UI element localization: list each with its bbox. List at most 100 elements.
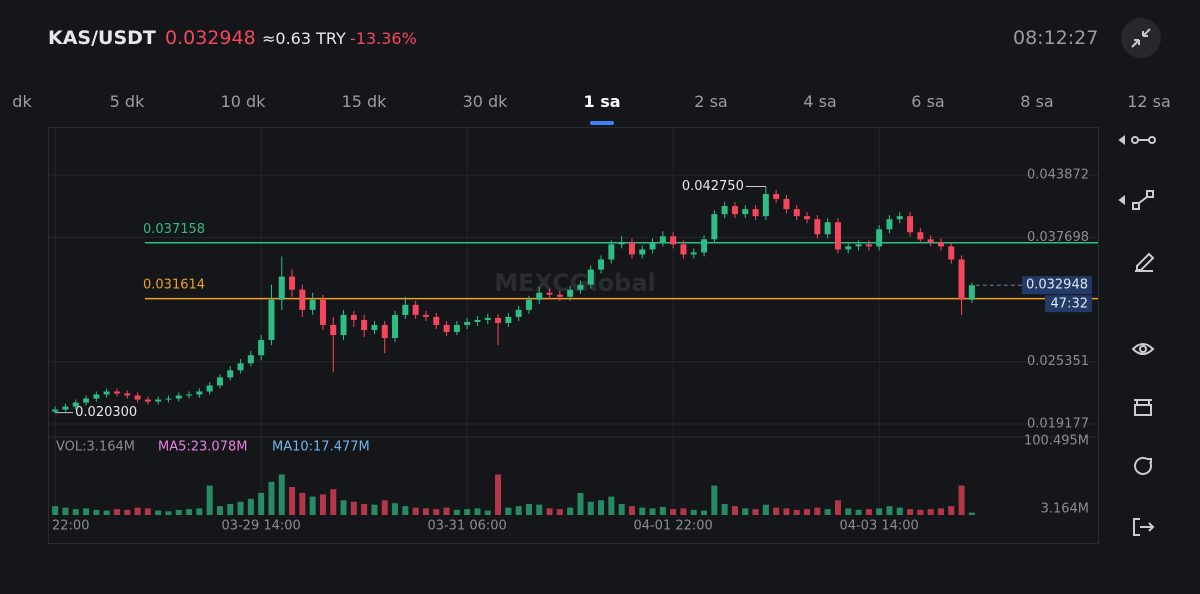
volume-bar [206, 485, 213, 515]
timeframe-tab[interactable]: 6 sa [911, 92, 944, 111]
volume-bar [124, 509, 131, 515]
timeframe-tab[interactable]: dk [12, 92, 32, 111]
collapse-button[interactable] [1121, 18, 1161, 58]
x-tick-label: 22:00 [52, 519, 89, 534]
tool-clear[interactable] [1134, 399, 1152, 416]
volume-bar [433, 509, 440, 515]
volume-bar [896, 507, 903, 515]
candle-body [680, 244, 687, 255]
volume-bar [237, 501, 244, 515]
volume-bar [134, 507, 141, 515]
candle-body [299, 289, 306, 310]
candle-body [278, 276, 285, 300]
tool-draw[interactable] [1135, 252, 1155, 272]
volume-bar [793, 509, 800, 515]
volume-bar [495, 474, 502, 515]
candle-body [628, 242, 635, 255]
volume-bar [876, 508, 883, 515]
candle-body [175, 395, 182, 399]
tool-exit[interactable] [1133, 518, 1155, 536]
candle-body [659, 236, 666, 243]
timeframe-tab[interactable]: 12 sa [1127, 92, 1171, 111]
candle-body [752, 209, 759, 217]
price-line-label: 0.031614 [143, 278, 205, 293]
candle-body [350, 314, 357, 320]
candle-body [608, 244, 615, 260]
tool-line[interactable] [1118, 135, 1156, 145]
candle-body [144, 399, 151, 402]
timeframe-tab[interactable]: 1 sa [583, 92, 620, 111]
pair: KAS/USDT [48, 27, 156, 49]
volume-bar [834, 500, 841, 515]
volume-bar [670, 509, 677, 515]
tool-visibility[interactable] [1131, 343, 1155, 355]
volume-bar [855, 509, 862, 515]
candle-body [155, 399, 162, 402]
timeframe-tab[interactable]: 8 sa [1020, 92, 1053, 111]
low-label: 0.020300 [75, 405, 137, 420]
volume-bar [731, 506, 738, 515]
candle-body [670, 236, 677, 245]
candle-body [206, 385, 213, 392]
timeframe-tab[interactable]: 30 dk [463, 92, 509, 111]
candle-body [433, 316, 440, 325]
tool-reset[interactable] [1134, 456, 1153, 475]
volume-bar [690, 509, 697, 515]
volume-bar [948, 506, 955, 515]
volume-bar [752, 509, 759, 515]
tool-ray[interactable] [1118, 190, 1154, 210]
candle-body [649, 242, 656, 250]
volume-bar [453, 509, 460, 515]
timeframe-tab[interactable]: 5 dk [110, 92, 145, 111]
candle-body [103, 391, 110, 395]
volume-bar [937, 508, 944, 515]
candle-body [567, 289, 574, 297]
candle-body [536, 292, 543, 300]
volume-bar [886, 506, 893, 515]
volume-bar [186, 509, 193, 515]
volume-bar [443, 507, 450, 515]
volume-bar [773, 507, 780, 515]
candle-body [124, 393, 131, 396]
x-tick-label: 03-31 06:00 [427, 519, 506, 534]
volume-bar [83, 508, 90, 515]
volume-bar [814, 507, 821, 515]
volume-bar [536, 504, 543, 515]
volume-bar [309, 496, 316, 515]
x-tick-label: 04-01 22:00 [633, 519, 712, 534]
volume-bar [546, 508, 553, 515]
volume-bar [639, 507, 646, 515]
candle-body [937, 242, 944, 247]
candle-body [927, 239, 934, 243]
volume-bar [845, 508, 852, 515]
candle-body [896, 216, 903, 220]
volume-bar [62, 507, 69, 515]
candle-body [742, 209, 749, 215]
candle-body [783, 199, 790, 210]
timeframe-tab[interactable]: 2 sa [694, 92, 727, 111]
volume-bar [330, 489, 337, 515]
candle-body [227, 370, 234, 378]
candle-body [855, 244, 862, 247]
candle-body [917, 232, 924, 240]
candle-body [258, 340, 265, 356]
volume-bar [742, 508, 749, 515]
candle-body [113, 391, 120, 394]
timeframe-tab[interactable]: 4 sa [803, 92, 836, 111]
timeframe-tab[interactable]: 10 dk [221, 92, 267, 111]
volume-bar [505, 507, 512, 515]
candle-body [83, 398, 90, 403]
volume-bar [525, 503, 532, 515]
volume-bar [474, 508, 481, 515]
candle-body [876, 229, 883, 247]
candle-body [701, 239, 708, 253]
candle-body [237, 363, 244, 371]
candle-body [422, 314, 429, 317]
volume-bar [155, 510, 162, 515]
candle-body [62, 406, 69, 410]
volume-bar [567, 507, 574, 515]
timeframe-tab[interactable]: 15 dk [342, 92, 388, 111]
volume-bar [72, 509, 79, 515]
candle-body [289, 276, 296, 290]
candle-body [495, 317, 502, 323]
